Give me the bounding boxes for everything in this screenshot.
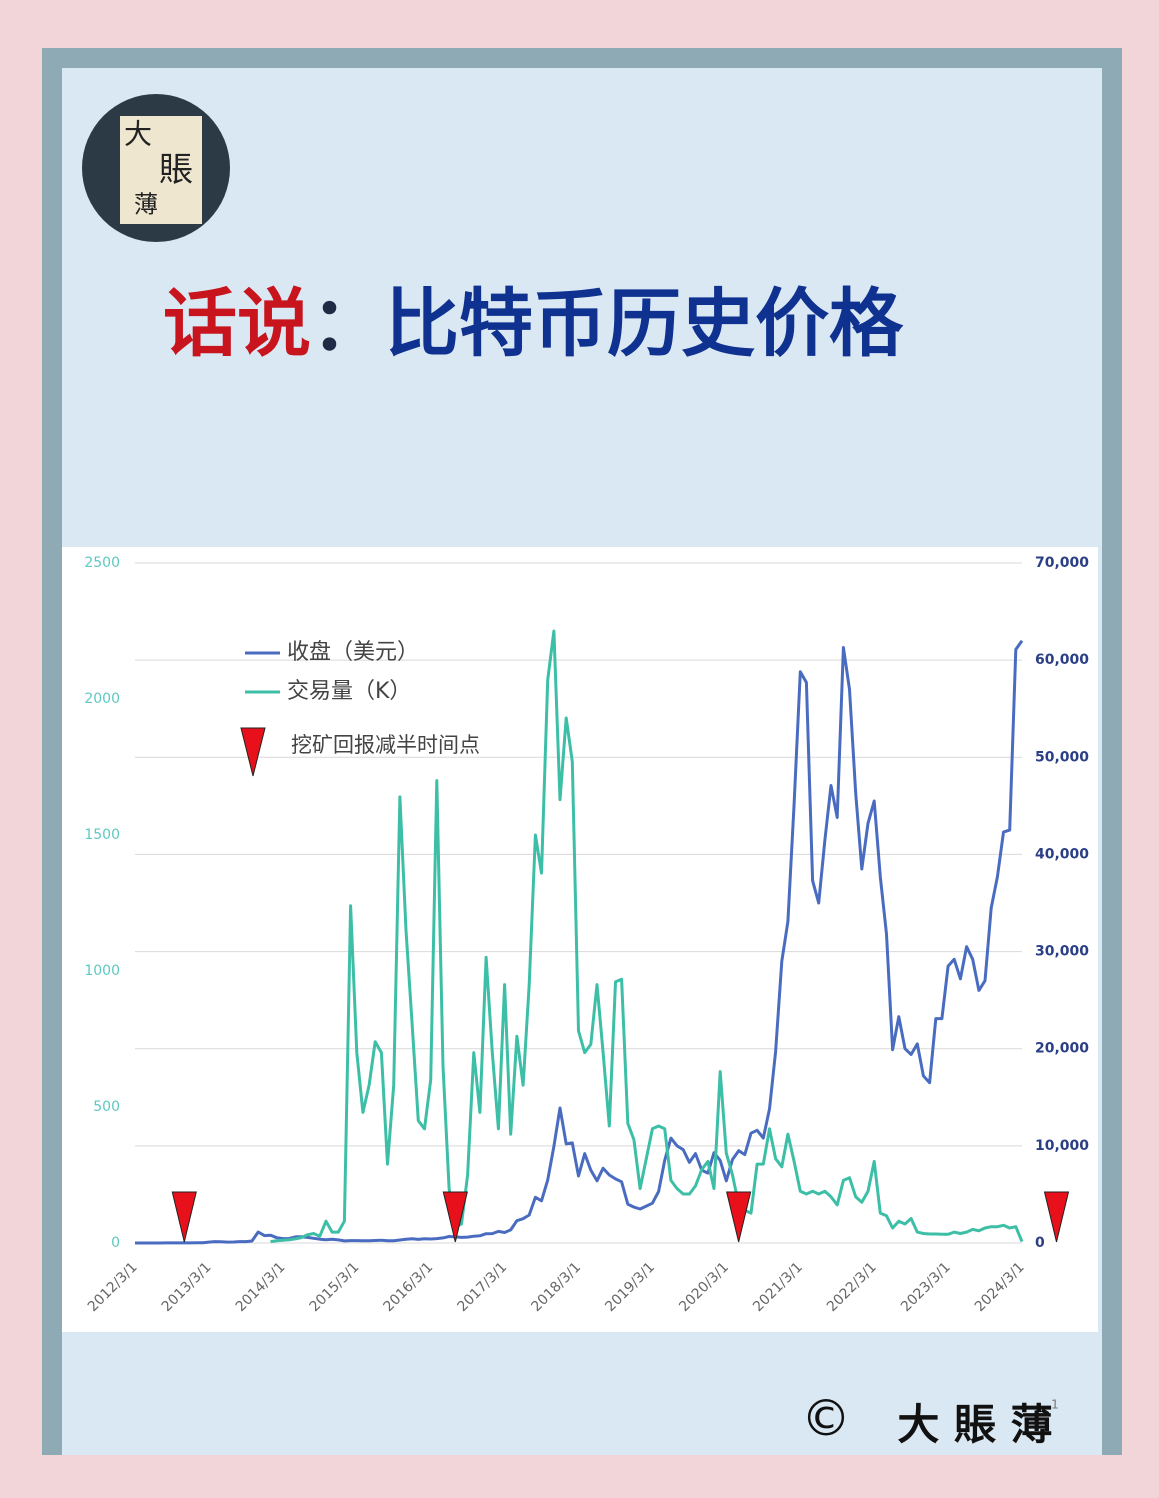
halving-marker <box>442 1191 468 1243</box>
y2-tick-label: 60,000 <box>1035 652 1089 668</box>
brand: 大 賬 薄 <box>897 1400 1052 1449</box>
title-prefix: 话说 <box>163 281 311 367</box>
y-tick-label: 1500 <box>84 827 120 843</box>
legend-marker <box>240 727 266 777</box>
chart-panel <box>62 547 1098 1332</box>
series-line <box>135 639 1024 1245</box>
legend-label: 挖矿回报减半时间点 <box>291 733 480 757</box>
y2-tick-label: 70,000 <box>1035 555 1089 571</box>
y2-tick-label: 50,000 <box>1035 749 1089 765</box>
y-tick-label: 500 <box>93 1099 120 1115</box>
title-main: 比特币历史价格 <box>385 281 904 367</box>
logo-char: 賬 <box>159 150 193 190</box>
y2-tick-label: 0 <box>1035 1235 1045 1251</box>
y2-tick-label: 30,000 <box>1035 944 1089 960</box>
page-number: 1 <box>1051 1398 1059 1412</box>
halving-marker <box>171 1191 197 1243</box>
legend-label: 交易量（K） <box>287 679 411 704</box>
y2-tick-label: 40,000 <box>1035 846 1089 862</box>
logo-char: 薄 <box>134 191 158 219</box>
halving-marker <box>726 1191 752 1243</box>
title-separator: ： <box>311 281 385 367</box>
legend-label: 收盘（美元） <box>287 640 419 665</box>
halving-marker <box>1043 1191 1070 1243</box>
y-tick-label: 1000 <box>84 963 120 979</box>
y-tick-label: 2000 <box>84 691 120 707</box>
title: 话说：比特币历史价格 <box>163 281 904 367</box>
y2-tick-label: 10,000 <box>1035 1138 1089 1154</box>
y2-tick-label: 20,000 <box>1035 1041 1089 1057</box>
copyright: © <box>801 1390 851 1448</box>
y-tick-label: 2500 <box>84 555 120 571</box>
logo-char: 大 <box>124 118 152 151</box>
series-line <box>270 629 1024 1244</box>
y-tick-label: 0 <box>111 1235 120 1251</box>
logo: 大 賬 薄 <box>82 94 230 242</box>
logo-paper <box>120 116 202 224</box>
